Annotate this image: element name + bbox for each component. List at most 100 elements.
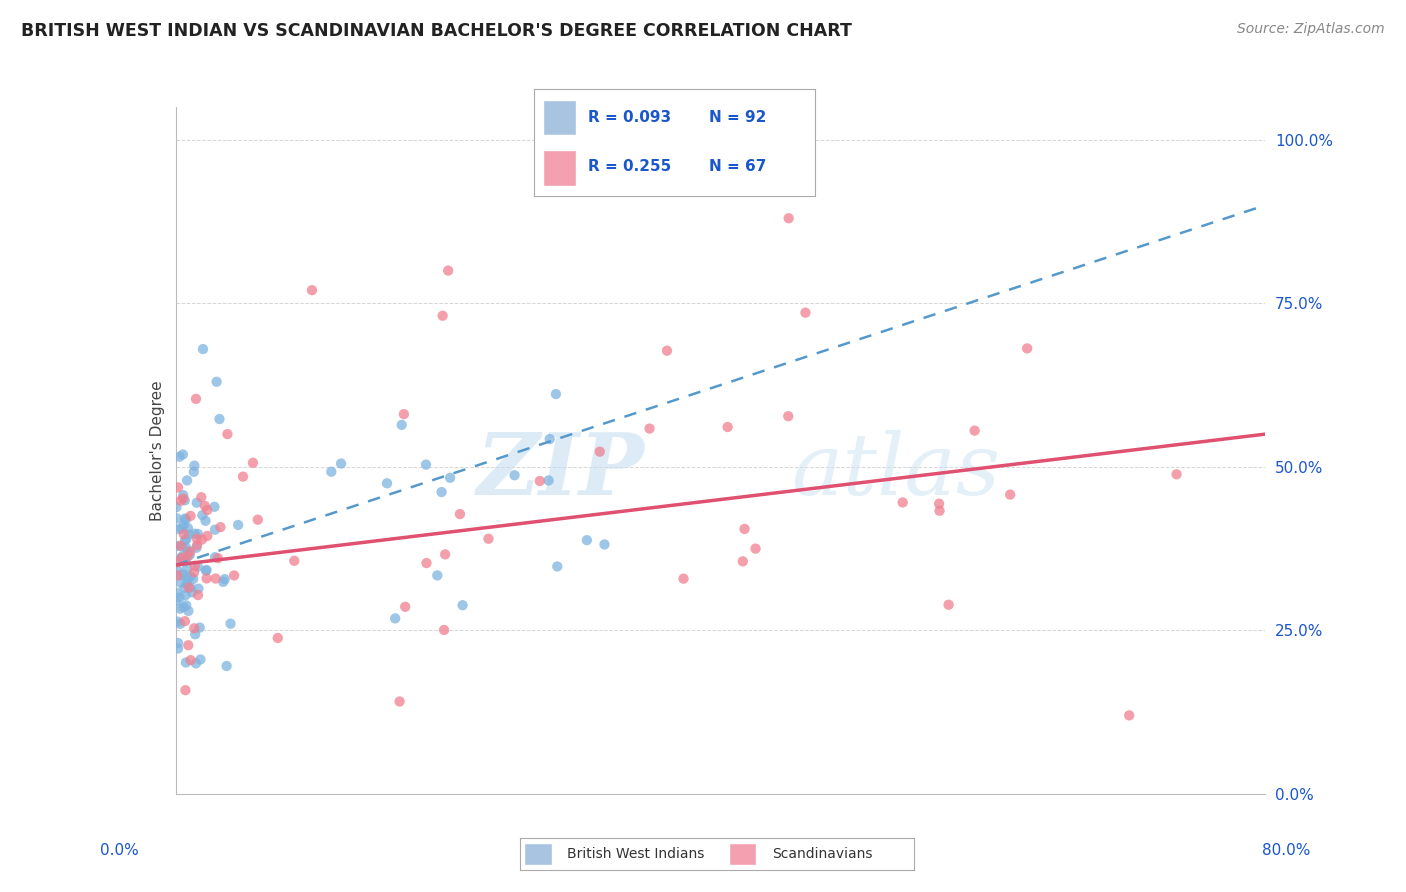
Point <box>1017 342 1039 356</box>
Point <box>437 263 460 277</box>
Point <box>388 694 411 708</box>
Point <box>177 571 200 585</box>
Point <box>187 559 209 574</box>
Point <box>173 518 195 533</box>
Point <box>176 474 198 488</box>
Point <box>177 581 200 595</box>
Point <box>187 527 209 541</box>
Point <box>179 581 201 595</box>
Point <box>546 559 568 574</box>
Point <box>891 495 914 509</box>
Point <box>179 548 201 562</box>
Point <box>187 588 209 602</box>
Point <box>180 569 202 583</box>
Point <box>169 450 191 464</box>
Point <box>179 544 201 558</box>
Point <box>503 468 526 483</box>
Point <box>195 503 218 517</box>
Point <box>267 631 290 645</box>
Point <box>214 572 236 586</box>
Point <box>209 520 232 534</box>
Point <box>212 574 235 589</box>
Point <box>430 485 453 500</box>
Point <box>166 593 188 607</box>
Point <box>415 556 437 570</box>
Point <box>451 598 474 612</box>
Point <box>176 576 198 591</box>
Point <box>998 487 1021 501</box>
Y-axis label: Bachelor's Degree: Bachelor's Degree <box>149 380 165 521</box>
Text: 0.0%: 0.0% <box>100 843 139 857</box>
Point <box>169 616 191 631</box>
Point <box>166 555 188 569</box>
Point <box>426 568 449 582</box>
Point <box>169 601 191 615</box>
Point <box>194 499 217 513</box>
Point <box>186 538 208 552</box>
Point <box>204 572 226 586</box>
Point <box>184 558 207 573</box>
Point <box>173 533 195 548</box>
Point <box>186 496 208 510</box>
Point <box>169 539 191 553</box>
Point <box>174 656 197 670</box>
Point <box>165 539 187 553</box>
Point <box>170 551 193 566</box>
Point <box>170 540 193 554</box>
Point <box>165 500 187 515</box>
Point <box>167 641 190 656</box>
Text: atlas: atlas <box>792 430 1001 512</box>
Point <box>529 474 551 488</box>
Text: R = 0.093: R = 0.093 <box>588 110 671 125</box>
Point <box>538 432 561 446</box>
Point <box>191 508 214 523</box>
Point <box>166 563 188 577</box>
Point <box>188 621 211 635</box>
Point <box>330 457 353 471</box>
Point <box>174 541 197 555</box>
Point <box>217 427 239 442</box>
Point <box>173 493 195 508</box>
Point <box>184 627 207 641</box>
Point <box>321 465 343 479</box>
Point <box>938 598 960 612</box>
Point <box>778 409 800 424</box>
Point <box>593 537 616 551</box>
Text: N = 92: N = 92 <box>709 110 766 125</box>
Point <box>449 507 471 521</box>
Text: ZIP: ZIP <box>477 429 644 513</box>
Point <box>177 604 200 618</box>
Point <box>172 488 194 502</box>
Point <box>205 375 228 389</box>
Point <box>167 480 190 494</box>
Point <box>173 527 195 541</box>
Text: R = 0.255: R = 0.255 <box>588 160 671 174</box>
Point <box>1166 467 1188 482</box>
Point <box>170 568 193 582</box>
Point <box>176 549 198 564</box>
Point <box>589 444 612 458</box>
Point <box>963 424 986 438</box>
Point <box>183 465 205 479</box>
Point <box>174 553 197 567</box>
Point <box>204 550 226 565</box>
Point <box>246 513 269 527</box>
Point <box>166 586 188 600</box>
Point <box>180 653 202 667</box>
Point <box>183 526 205 541</box>
Point <box>174 512 197 526</box>
Point <box>183 458 205 473</box>
Point <box>794 306 817 320</box>
Point <box>433 623 456 637</box>
Point <box>181 572 204 586</box>
Point <box>170 550 193 565</box>
Point <box>173 555 195 569</box>
Point <box>190 490 212 504</box>
Point <box>434 547 457 561</box>
Point <box>172 567 194 582</box>
Point <box>778 211 800 226</box>
Point <box>177 544 200 558</box>
Point <box>734 522 756 536</box>
Point <box>170 549 193 564</box>
Point <box>166 615 188 629</box>
